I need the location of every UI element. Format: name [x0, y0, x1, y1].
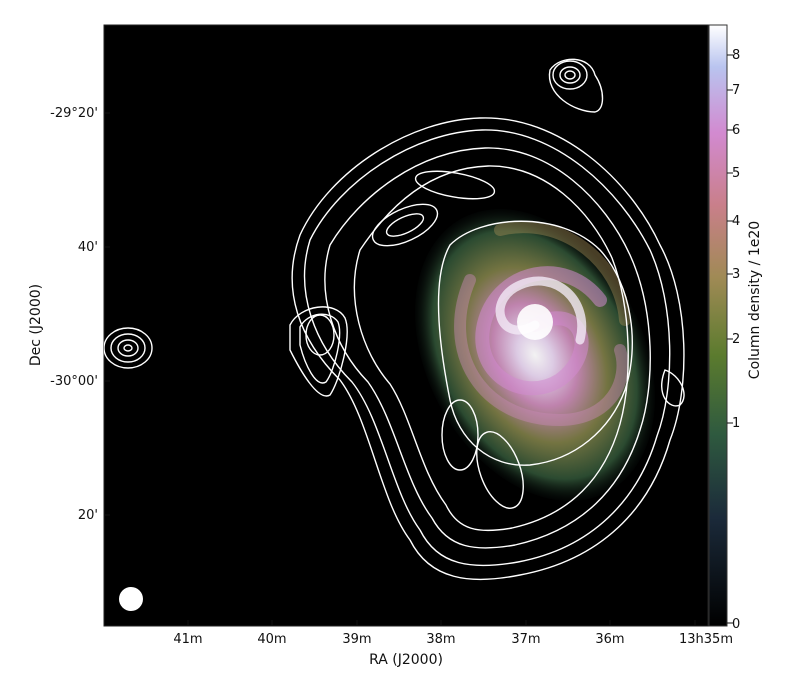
y-axis-label: Dec (J2000)	[28, 284, 44, 366]
colorbar-axis: 8 7 6 5 4 3 2 1 0 Column density / 1e20	[727, 48, 763, 632]
x-tick-label: 39m	[342, 632, 371, 647]
colorbar-tick-label: 2	[732, 332, 740, 347]
x-tick-label: 36m	[595, 632, 624, 647]
colorbar-tick-label: 1	[732, 416, 740, 431]
colorbar-tick-label: 4	[732, 214, 740, 229]
hi-emission-disk	[415, 209, 655, 501]
y-tick-label: 20'	[78, 508, 98, 523]
x-axis: 41m 40m 39m 38m 37m 36m 13h35m RA (J2000…	[173, 620, 733, 668]
y-tick-label: -29°20'	[50, 106, 98, 121]
compact-sources	[104, 58, 604, 369]
colorbar-tick-label: 0	[732, 617, 740, 632]
y-tick-label: 40'	[78, 240, 98, 255]
colorbar	[708, 24, 728, 627]
contours	[289, 117, 685, 581]
colorbar-tick-label: 3	[732, 267, 740, 282]
x-tick-label: 37m	[511, 632, 540, 647]
x-axis-label: RA (J2000)	[369, 652, 443, 668]
colorbar-tick-label: 6	[732, 123, 740, 138]
x-tick-label: 13h35m	[679, 632, 733, 647]
spiral-arms	[454, 221, 631, 427]
x-tick-label: 38m	[426, 632, 455, 647]
colorbar-tick-label: 5	[732, 166, 740, 181]
y-tick-label: -30°00'	[50, 374, 98, 389]
colorbar-tick-label: 7	[732, 83, 740, 98]
y-axis: -29°20' 40' -30°00' 20' Dec (J2000)	[28, 106, 110, 523]
colorbar-tick-label: 8	[732, 48, 740, 63]
colorbar-label: Column density / 1e20	[747, 221, 763, 379]
x-tick-label: 41m	[173, 632, 202, 647]
x-tick-label: 40m	[257, 632, 286, 647]
beam-marker	[119, 587, 143, 611]
